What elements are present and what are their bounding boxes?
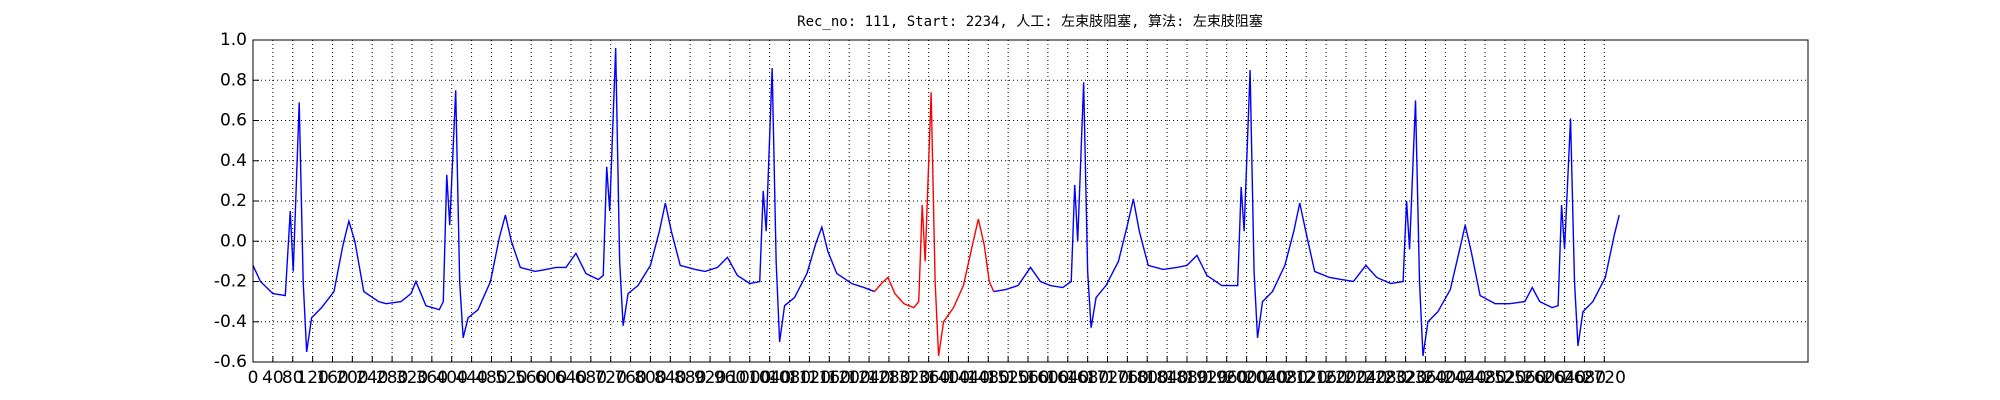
x-tick-label: 2640 — [1543, 368, 1586, 388]
x-tick-label: 880 — [674, 368, 706, 388]
x-tick-label: 1240 — [847, 368, 890, 388]
x-tick-label: 1800 — [1126, 368, 1169, 388]
x-tick-label: 600 — [535, 368, 567, 388]
x-tick-label: 1400 — [927, 368, 970, 388]
x-tick-label: 0 — [248, 368, 259, 388]
x-tick-label: 1120 — [788, 368, 831, 388]
x-tick-label: 760 — [614, 368, 646, 388]
x-tick-label: 2440 — [1444, 368, 1487, 388]
x-tick-label: 2000 — [1225, 368, 1268, 388]
x-tick-label: 1760 — [1106, 368, 1149, 388]
x-tick-label: 1440 — [947, 368, 990, 388]
x-tick-label: 2280 — [1364, 368, 1407, 388]
x-tick-label: 280 — [376, 368, 408, 388]
x-tick-label: 2600 — [1523, 368, 1566, 388]
plot-frame — [252, 39, 1809, 363]
x-tick-label: 1600 — [1026, 368, 1069, 388]
x-tick-label: 360 — [416, 368, 448, 388]
x-tick-label: 2720 — [1583, 368, 1626, 388]
x-tick-label: 2040 — [1245, 368, 1288, 388]
x-tick-label: 440 — [455, 368, 487, 388]
x-tick-label: 680 — [575, 368, 607, 388]
y-tick-label: 0.0 — [220, 231, 247, 251]
x-tick-label: 1920 — [1185, 368, 1228, 388]
x-tick-label: 240 — [356, 368, 388, 388]
x-tick-label: 1080 — [768, 368, 811, 388]
y-tick-label: -0.2 — [214, 272, 247, 292]
x-tick-label: 2360 — [1404, 368, 1447, 388]
x-tick-label: 1040 — [748, 368, 791, 388]
x-tick-label: 80 — [282, 368, 304, 388]
x-tick-label: 320 — [396, 368, 428, 388]
x-tick-label: 960 — [714, 368, 746, 388]
x-tick-label: 1520 — [987, 368, 1030, 388]
y-tick-label: 1.0 — [220, 30, 247, 50]
x-tick-label: 800 — [634, 368, 666, 388]
y-tick-label: -0.6 — [214, 352, 247, 372]
x-tick-label: 2240 — [1344, 368, 1387, 388]
x-tick-label: 2480 — [1463, 368, 1506, 388]
chart-title: Rec_no: 111, Start: 2234, 人工: 左束肢阻塞, 算法:… — [797, 13, 1263, 30]
y-tick-label: 0.2 — [220, 191, 247, 211]
x-tick-label: 160 — [316, 368, 348, 388]
x-tick-label: 200 — [336, 368, 368, 388]
y-tick-label: 0.4 — [220, 151, 247, 171]
x-tick-label: 1360 — [907, 368, 950, 388]
x-tick-label: 2160 — [1304, 368, 1347, 388]
x-tick-label: 1320 — [887, 368, 930, 388]
x-tick-label: 2320 — [1384, 368, 1427, 388]
x-tick-label: 2080 — [1265, 368, 1308, 388]
x-tick-label: 1560 — [1006, 368, 1049, 388]
x-tick-label: 120 — [296, 368, 328, 388]
x-tick-label: 720 — [594, 368, 626, 388]
x-tick-label: 1480 — [967, 368, 1010, 388]
x-tick-label: 400 — [435, 368, 467, 388]
x-tick-label: 1960 — [1205, 368, 1248, 388]
x-tick-label: 640 — [555, 368, 587, 388]
x-tick-label: 480 — [475, 368, 507, 388]
x-tick-label: 2120 — [1285, 368, 1328, 388]
x-tick-label: 1280 — [867, 368, 910, 388]
x-tick-label: 40 — [262, 368, 284, 388]
y-tick-label: 0.6 — [220, 111, 247, 131]
x-tick-label: 1840 — [1145, 368, 1188, 388]
x-tick-label: 2680 — [1563, 368, 1606, 388]
x-tick-label: 920 — [694, 368, 726, 388]
ecg-line — [873, 92, 995, 357]
x-tick-label: 1160 — [808, 368, 851, 388]
x-tick-label: 1000 — [728, 368, 771, 388]
x-tick-label: 2200 — [1324, 368, 1367, 388]
x-tick-label: 520 — [495, 368, 527, 388]
x-tick-label: 1680 — [1066, 368, 1109, 388]
ecg-line — [993, 70, 1620, 357]
x-tick-label: 2520 — [1483, 368, 1526, 388]
y-tick-label: 0.8 — [220, 70, 247, 90]
ecg-line — [252, 48, 875, 353]
y-tick-label: -0.4 — [214, 312, 247, 332]
x-tick-label: 1200 — [828, 368, 871, 388]
x-tick-label: 1720 — [1086, 368, 1129, 388]
x-tick-label: 2400 — [1424, 368, 1467, 388]
x-tick-label: 840 — [654, 368, 686, 388]
x-tick-label: 1640 — [1046, 368, 1089, 388]
x-tick-label: 560 — [515, 368, 547, 388]
x-tick-label: 2560 — [1503, 368, 1546, 388]
x-tick-label: 1880 — [1165, 368, 1208, 388]
